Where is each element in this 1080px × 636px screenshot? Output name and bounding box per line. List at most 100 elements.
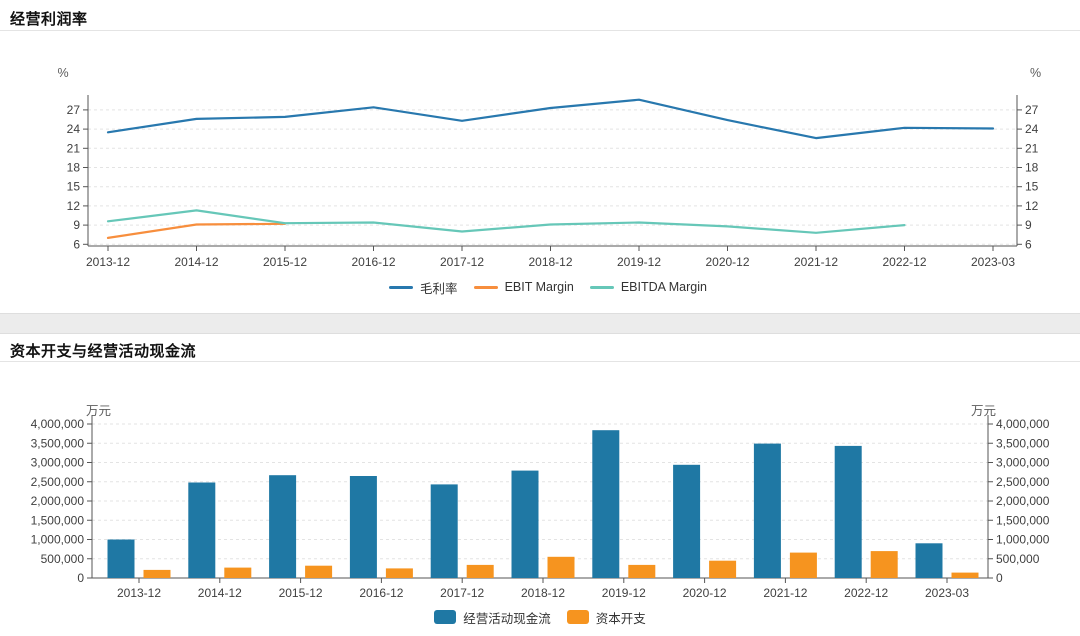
- y-axis-label-right: 3,000,000: [996, 456, 1050, 470]
- y-axis-label-left: 21: [67, 141, 81, 155]
- y-axis-label-left: 500,000: [41, 552, 85, 566]
- y-axis-label-left: 3,500,000: [31, 436, 85, 450]
- capex-bar: [143, 569, 171, 578]
- y-axis-label-left: 3,000,000: [31, 456, 85, 470]
- legend-label-gross-margin: 毛利率: [420, 281, 458, 296]
- y-axis-label-left: 6: [73, 237, 80, 251]
- unit-label-left: 万元: [86, 404, 111, 418]
- y-axis-label-left: 1,500,000: [31, 513, 85, 527]
- x-axis-label: 2017-12: [440, 586, 484, 600]
- y-axis-label-left: 2,500,000: [31, 475, 85, 489]
- operating-cashflow-bar: [269, 475, 297, 578]
- gross-margin-line-swatch: [389, 285, 414, 289]
- legend-label-ebitda-margin: EBITDA Margin: [620, 280, 707, 294]
- unit-label-left: %: [57, 66, 68, 80]
- x-axis-label: 2020-12: [705, 255, 749, 269]
- x-axis-label: 2016-12: [351, 255, 395, 269]
- x-axis-label: 2021-12: [794, 255, 838, 269]
- y-axis-label-right: 1,500,000: [996, 513, 1050, 527]
- y-axis-label-right: 27: [1025, 103, 1039, 117]
- y-axis-label-right: 6: [1025, 237, 1032, 251]
- x-axis-label: 2014-12: [174, 255, 218, 269]
- legend-label-operating-cashflow: 经营活动现金流: [463, 611, 551, 626]
- y-axis-label-left: 2,000,000: [31, 494, 85, 508]
- x-axis-label: 2022-12: [844, 586, 888, 600]
- capex-bar: [628, 564, 656, 578]
- unit-label-right: 万元: [971, 404, 996, 418]
- y-axis-label-left: 15: [67, 180, 81, 194]
- y-axis-label-right: 24: [1025, 122, 1039, 136]
- y-axis-label-right: 21: [1025, 141, 1039, 155]
- y-axis-label-left: 0: [77, 571, 84, 585]
- x-axis-label: 2021-12: [763, 586, 807, 600]
- operating-margin-line-chart: 6 6 9 9 12 12 15 15 18 18 21 21 24 24 27 27 2013-12 2014-…: [57, 66, 1041, 269]
- y-axis-label-right: 500,000: [996, 552, 1040, 566]
- operating-cashflow-bar: [349, 476, 377, 578]
- legend-item-gross-margin[interactable]: 毛利率: [389, 278, 458, 297]
- ebitda-margin-line-swatch: [589, 285, 614, 289]
- y-axis-label-right: 3,500,000: [996, 436, 1050, 450]
- capex-swatch: [566, 610, 589, 624]
- x-axis-label: 2019-12: [602, 586, 646, 600]
- x-axis-label: 2015-12: [279, 586, 323, 600]
- capex-cashflow-section: 资本开支与经营活动现金流 0 0 500,000 500,000 1,000,000 1,…: [0, 334, 1080, 627]
- y-axis-label-right: 0: [996, 571, 1003, 585]
- legend-label-ebit-margin: EBIT Margin: [504, 280, 574, 294]
- operating-cashflow-bar: [107, 539, 135, 578]
- legend-item-ebit-margin[interactable]: EBIT Margin: [473, 280, 574, 294]
- y-axis-label-right: 1,000,000: [996, 533, 1050, 547]
- x-axis-label: 2013-12: [117, 586, 161, 600]
- section-title-capex-cashflow: 资本开支与经营活动现金流: [10, 343, 197, 360]
- x-axis-label: 2017-12: [440, 255, 484, 269]
- operating-cashflow-bars: [107, 430, 943, 578]
- capex-bar: [305, 565, 333, 578]
- page-title: 经营利润率: [10, 11, 88, 28]
- x-axis-label: 2015-12: [263, 255, 307, 269]
- legend-item-ebitda-margin[interactable]: EBITDA Margin: [589, 280, 707, 294]
- operating-margin-section: 经营利润率 6 6 9 9 12 12 15 15 18 18 21 21 24 24 27 27 2013-1…: [0, 0, 1080, 297]
- line-chart-legend: 毛利率 EBIT Margin EBITDA Margin: [16, 277, 1080, 297]
- capex-bar: [789, 552, 817, 578]
- capex-cashflow-header: 资本开支与经营活动现金流: [0, 334, 1080, 362]
- y-axis-label-right: 2,500,000: [996, 475, 1050, 489]
- y-axis-label-right: 18: [1025, 161, 1039, 175]
- operating-margin-header: 经营利润率: [0, 0, 1080, 31]
- y-axis-label-left: 4,000,000: [31, 417, 85, 431]
- legend-item-operating-cashflow[interactable]: 经营活动现金流: [434, 608, 551, 627]
- y-axis-label-left: 12: [67, 199, 81, 213]
- ebit-margin-line: [106, 222, 287, 239]
- x-axis-label: 2023-03: [925, 586, 969, 600]
- y-axis-label-left: 1,000,000: [31, 533, 85, 547]
- x-axis-label: 2018-12: [528, 255, 572, 269]
- x-axis-label: 2018-12: [521, 586, 565, 600]
- section-divider: [0, 313, 1080, 334]
- capex-bar: [547, 556, 575, 578]
- legend-item-capex[interactable]: 资本开支: [566, 608, 646, 627]
- operating-cashflow-bar: [188, 482, 216, 578]
- x-axis-label: 2023-03: [971, 255, 1015, 269]
- ebit-margin-line-swatch: [473, 285, 498, 289]
- operating-cashflow-bar: [753, 443, 781, 578]
- capex-bar: [709, 560, 737, 578]
- x-axis-label: 2020-12: [683, 586, 727, 600]
- gross-margin-line: [106, 98, 995, 140]
- capex-bar: [951, 572, 979, 578]
- unit-label-right: %: [1030, 66, 1041, 80]
- operating-cashflow-bar: [430, 484, 458, 578]
- operating-cashflow-bar: [673, 464, 701, 578]
- operating-cashflow-bar: [834, 445, 862, 578]
- x-axis-label: 2014-12: [198, 586, 242, 600]
- y-axis-label-left: 27: [67, 103, 81, 117]
- operating-cashflow-swatch: [434, 610, 457, 624]
- capex-bars: [143, 551, 979, 578]
- capex-cashflow-bar-chart: 0 0 500,000 500,000 1,000,000 1,000,000 1,500,…: [31, 404, 1050, 600]
- operating-cashflow-bar: [511, 470, 539, 578]
- y-axis-label-right: 2,000,000: [996, 494, 1050, 508]
- x-axis-label: 2019-12: [617, 255, 661, 269]
- capex-bar: [385, 568, 413, 578]
- bar-chart-legend: 经营活动现金流 资本开支: [0, 607, 1080, 627]
- ebitda-margin-line: [106, 209, 906, 234]
- y-axis-label-left: 24: [67, 122, 81, 136]
- y-axis-label-left: 9: [73, 218, 80, 232]
- y-axis-label-right: 15: [1025, 180, 1039, 194]
